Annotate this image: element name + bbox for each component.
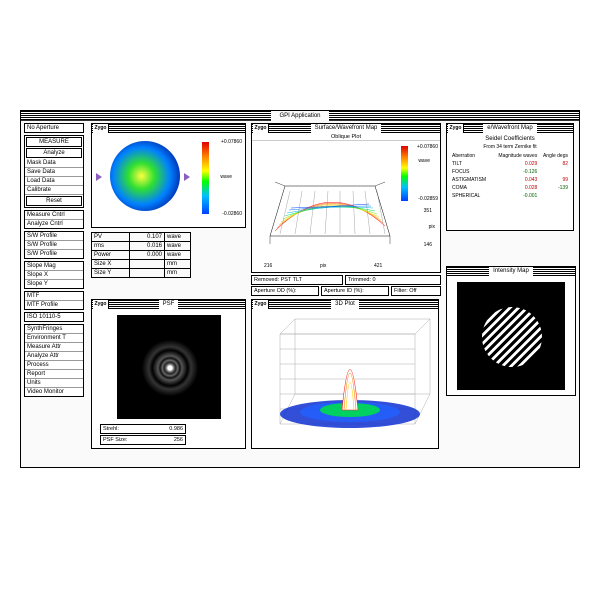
aperture-plot xyxy=(110,141,180,211)
stats-row: Size Xmm xyxy=(91,259,191,269)
seidel-subtitle: Seidel Coefficients xyxy=(451,136,569,142)
stats-row: Power0.000wave xyxy=(91,250,191,260)
sidebar-item[interactable]: Measure Cntrl xyxy=(25,211,83,220)
status-removed: Removed: PST TLT xyxy=(251,275,343,285)
seidel-row: FOCUS-0.126 xyxy=(451,168,569,176)
status-filter: Filter: Off xyxy=(391,286,441,296)
plot3d-title: 3D Plot xyxy=(331,300,359,309)
seidel-row: TILT0.02982 xyxy=(451,160,569,168)
surface-title: Surface/Wavefront Map xyxy=(311,124,382,133)
cb-min: -0.02860 xyxy=(222,211,242,217)
stats-row: Size Ymm xyxy=(91,268,191,278)
plot3d-surface xyxy=(260,314,432,444)
zygo-logo-icon: Zygo xyxy=(253,300,269,309)
surf-cb-max: +0.07860 xyxy=(417,144,438,150)
plot3d-window[interactable]: Zygo 3D Plot xyxy=(251,299,439,449)
intensity-frame xyxy=(457,282,565,390)
sidebar-item[interactable]: Measure Attr xyxy=(25,343,83,352)
sidebar: No Aperture MEASUREAnalyzeMask DataSave D… xyxy=(24,123,84,399)
surface-subtitle: Oblique Plot xyxy=(252,134,440,141)
surf-cb-mid: -0.02859 xyxy=(418,196,438,202)
sidebar-item[interactable]: Reset xyxy=(26,196,82,206)
sidebar-item[interactable]: Load Data xyxy=(25,177,83,186)
psf-title: PSF xyxy=(159,300,179,309)
seidel-window[interactable]: Zygo e/Wavefront Map Seidel Coefficients… xyxy=(446,123,574,231)
sidebar-item[interactable]: S/W Profile xyxy=(25,250,83,258)
cb-label: wave xyxy=(220,174,232,180)
zygo-logo-icon: Zygo xyxy=(93,124,109,133)
app-window: GPI Application No ApertureMEASUREAnalyz… xyxy=(20,110,580,468)
psf-frame xyxy=(117,315,221,419)
zygo-logo-icon: Zygo xyxy=(448,124,464,133)
sidebar-item[interactable]: S/W Profile xyxy=(25,232,83,241)
sidebar-item[interactable]: MEASURE xyxy=(26,137,82,147)
psf-window[interactable]: Zygo PSF Strehl:0.986 PSF Size:256 xyxy=(91,299,246,449)
stats-row: PV0.107wave xyxy=(91,232,191,242)
sidebar-item[interactable]: No Aperture xyxy=(25,124,83,132)
psf-image xyxy=(120,318,220,418)
surface-window[interactable]: Zygo Surface/Wavefront Map Oblique Plot … xyxy=(251,123,441,273)
intensity-window[interactable]: Intensity Map xyxy=(446,266,576,396)
app-title: GPI Application xyxy=(271,111,328,121)
status-aperture-od: Aperture OD (%): xyxy=(251,286,319,296)
aperture-window[interactable]: Zygo +0.07860 -0.02860 wave xyxy=(91,123,246,228)
sidebar-item[interactable]: Mask Data xyxy=(25,159,83,168)
sidebar-item[interactable]: Video Monitor xyxy=(25,388,83,396)
oblique-surface-plot xyxy=(260,146,400,264)
stats-row: rms0.016wave xyxy=(91,241,191,251)
sidebar-item[interactable]: Analyze Cntrl xyxy=(25,220,83,228)
surf-ylabel: pix xyxy=(429,224,435,230)
psf-titlebar[interactable]: Zygo PSF xyxy=(92,300,245,309)
seidel-row: COMA0.028-139 xyxy=(451,184,569,192)
seidel-title: e/Wavefront Map xyxy=(483,124,536,133)
surf-yfar: 351 xyxy=(424,208,432,214)
sidebar-item[interactable]: Save Data xyxy=(25,168,83,177)
seidel-titlebar[interactable]: Zygo e/Wavefront Map xyxy=(447,124,573,133)
status-aperture-id: Aperture ID (%): xyxy=(321,286,389,296)
sidebar-item[interactable]: Slope Mag xyxy=(25,262,83,271)
cb-max: +0.07860 xyxy=(221,139,242,145)
surf-ynear: 146 xyxy=(424,242,432,248)
plot3d-titlebar[interactable]: Zygo 3D Plot xyxy=(252,300,438,309)
sidebar-item[interactable]: ISO 10110-5 xyxy=(25,313,83,321)
zygo-logo-icon: Zygo xyxy=(93,300,109,309)
strehl-row: Strehl:0.986 xyxy=(100,424,186,434)
marker-right-icon xyxy=(184,173,190,181)
sidebar-item[interactable]: Process xyxy=(25,361,83,370)
zygo-logo-icon: Zygo xyxy=(253,124,269,133)
surface-titlebar[interactable]: Zygo Surface/Wavefront Map xyxy=(252,124,440,133)
seidel-header: From 34 term Zernike fit xyxy=(451,144,569,150)
sidebar-item[interactable]: MTF Profile xyxy=(25,301,83,309)
seidel-row: SPHERICAL-0.001 xyxy=(451,192,569,200)
surf-xleft: 216 xyxy=(264,263,272,269)
status-trimmed: Trimmed: 0 xyxy=(345,275,441,285)
intensity-title: Intensity Map xyxy=(489,267,533,276)
seidel-content: Seidel Coefficients From 34 term Zernike… xyxy=(447,134,573,202)
sidebar-item[interactable]: MTF xyxy=(25,292,83,301)
aperture-titlebar[interactable]: Zygo xyxy=(92,124,245,133)
sidebar-item[interactable]: SynthFringes xyxy=(25,325,83,334)
seidel-row: ASTIGMATISM0.04399 xyxy=(451,176,569,184)
sidebar-item[interactable]: Analyze xyxy=(26,148,82,158)
marker-left-icon xyxy=(96,173,102,181)
surface-colorbar xyxy=(401,146,408,201)
intensity-fringes xyxy=(482,307,542,367)
intensity-titlebar[interactable]: Intensity Map xyxy=(447,267,575,276)
sidebar-item[interactable]: Slope Y xyxy=(25,280,83,288)
surf-cb-label: wave xyxy=(418,158,430,164)
sidebar-item[interactable]: Report xyxy=(25,370,83,379)
sidebar-item[interactable]: Environment T xyxy=(25,334,83,343)
stats-table: PV0.107waverms0.016wavePower0.000waveSiz… xyxy=(91,233,191,278)
sidebar-item[interactable]: Calibrate xyxy=(25,186,83,195)
surf-xlabel: pix xyxy=(320,263,326,269)
surf-xright: 421 xyxy=(374,263,382,269)
seidel-table: AberrationMagnitude wavesAngle degs TILT… xyxy=(451,152,569,200)
sidebar-item[interactable]: S/W Profile xyxy=(25,241,83,250)
aperture-colorbar xyxy=(202,142,209,214)
app-titlebar[interactable]: GPI Application xyxy=(21,111,579,121)
psfsize-row: PSF Size:256 xyxy=(100,435,186,445)
sidebar-item[interactable]: Slope X xyxy=(25,271,83,280)
sidebar-item[interactable]: Units xyxy=(25,379,83,388)
sidebar-item[interactable]: Analyze Attr xyxy=(25,352,83,361)
